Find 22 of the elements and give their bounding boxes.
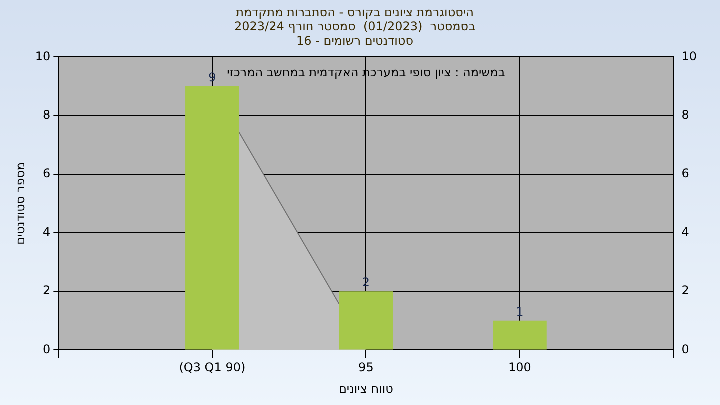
text: היסטוגרמת ציונים בקורס - הסתברות מתקדמת bbox=[236, 5, 474, 20]
y-tick-label: 6 bbox=[43, 166, 51, 181]
y2-tick-label: 4 bbox=[682, 225, 690, 240]
y2-tick-label: 8 bbox=[682, 108, 690, 122]
x-tick-label: (Q3 Q1 90) bbox=[179, 360, 246, 375]
y-tick-label: 2 bbox=[43, 284, 51, 298]
y2-tick-label: 2 bbox=[682, 284, 690, 298]
y2-tick-label: 10 bbox=[682, 49, 698, 64]
y-tick-label: 0 bbox=[43, 342, 51, 356]
y-tick-label: 10 bbox=[35, 49, 51, 64]
x-tick-label: 100 bbox=[508, 360, 532, 375]
bar bbox=[493, 320, 547, 350]
y-tick-label: 8 bbox=[43, 108, 51, 122]
text: סטודנטים רשומים - 16 bbox=[296, 34, 414, 48]
bar bbox=[339, 292, 394, 350]
y2-tick-label: 6 bbox=[682, 166, 690, 181]
x-tick-label: 95 bbox=[358, 360, 374, 375]
y-tick-label: 4 bbox=[43, 225, 51, 240]
x-axis-title: טווח ציונים bbox=[338, 382, 394, 396]
y-axis-title: מספר סטודנטים bbox=[13, 162, 28, 246]
y2-tick-label: 0 bbox=[682, 342, 690, 356]
text: בסמסטר (01/2023) סמסטר חורף 2023/24 bbox=[234, 20, 476, 34]
